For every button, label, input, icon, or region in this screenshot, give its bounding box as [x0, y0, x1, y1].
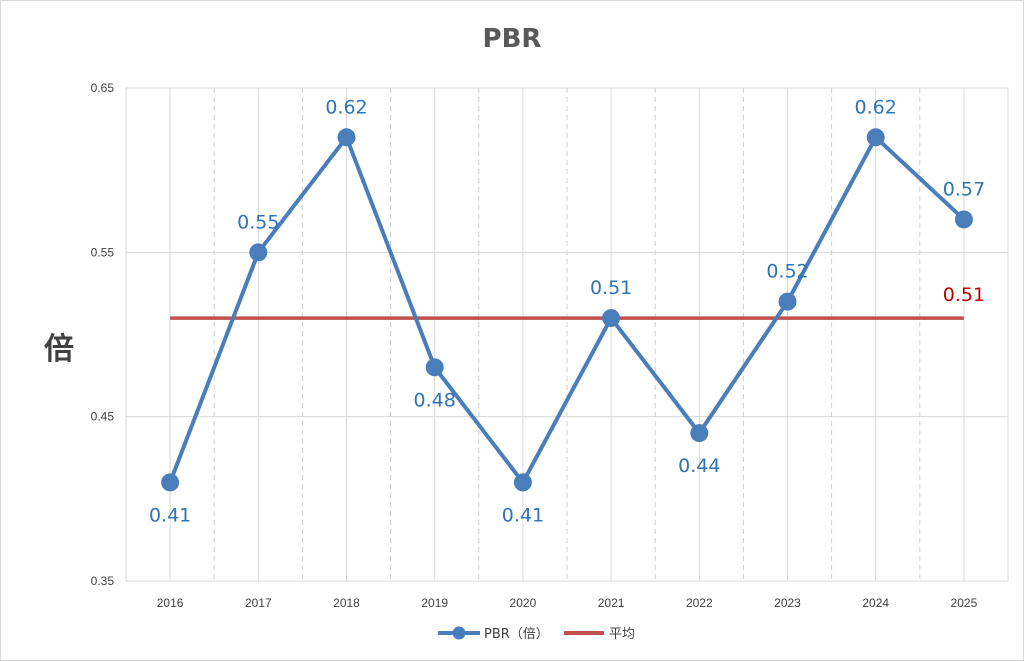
pbr-data-label: 0.48 — [414, 389, 456, 411]
pbr-data-label: 0.55 — [237, 211, 279, 233]
pbr-data-label: 0.44 — [678, 455, 720, 477]
x-tick-label: 2024 — [862, 596, 889, 610]
legend-pbr-label[interactable]: PBR（倍） — [484, 627, 549, 642]
pbr-data-point[interactable] — [513, 473, 532, 492]
pbr-data-point[interactable] — [425, 358, 444, 377]
x-tick-label: 2019 — [421, 596, 448, 610]
y-tick-label: 0.45 — [91, 410, 115, 424]
pbr-data-point[interactable] — [866, 128, 885, 147]
pbr-data-label: 0.51 — [590, 277, 632, 299]
pbr-series-line — [168, 135, 966, 485]
data-labels: 0.41 0.55 0.62 0.48 0.41 0.51 0.44 0.52 0.62 0.57… — [149, 96, 985, 526]
y-tick-label: 0.65 — [91, 81, 115, 95]
y-axis-ticks: 0.65 0.55 0.45 0.35 — [91, 81, 115, 588]
pbr-data-point[interactable] — [602, 309, 621, 328]
pbr-data-point[interactable] — [690, 424, 709, 443]
pbr-data-label: 0.41 — [502, 504, 544, 526]
x-tick-label: 2021 — [598, 596, 625, 610]
legend-pbr-marker[interactable] — [452, 626, 466, 640]
average-data-label: 0.51 — [943, 284, 985, 306]
x-tick-label: 2022 — [686, 596, 713, 610]
x-tick-label: 2023 — [774, 596, 801, 610]
series-group — [161, 128, 973, 492]
x-tick-label: 2020 — [510, 596, 537, 610]
pbr-data-point[interactable] — [337, 128, 356, 147]
grid-lines — [126, 87, 1008, 581]
x-axis-ticks: 2016 2017 2018 2019 2020 2021 2022 2023 2024 2025 — [157, 596, 978, 610]
pbr-data-label: 0.57 — [943, 178, 985, 200]
pbr-data-label: 0.62 — [855, 96, 897, 118]
y-axis-label: 倍 — [44, 332, 74, 367]
pbr-data-point[interactable] — [778, 292, 797, 311]
y-tick-label: 0.35 — [91, 574, 115, 588]
x-tick-label: 2016 — [157, 596, 184, 610]
legend-average-label[interactable]: 平均 — [609, 627, 635, 642]
pbr-data-label: 0.62 — [325, 96, 367, 118]
chart-title: PBR — [483, 24, 542, 54]
pbr-data-label: 0.41 — [149, 504, 191, 526]
x-tick-label: 2017 — [245, 596, 272, 610]
pbr-data-label: 0.52 — [766, 261, 808, 283]
x-tick-label: 2018 — [333, 596, 360, 610]
x-tick-label: 2025 — [951, 596, 978, 610]
legend[interactable]: PBR（倍） 平均 — [438, 626, 635, 643]
pbr-data-point[interactable] — [161, 473, 180, 492]
y-tick-label: 0.55 — [91, 245, 115, 259]
pbr-data-point[interactable] — [954, 210, 973, 229]
pbr-data-point[interactable] — [249, 243, 268, 262]
